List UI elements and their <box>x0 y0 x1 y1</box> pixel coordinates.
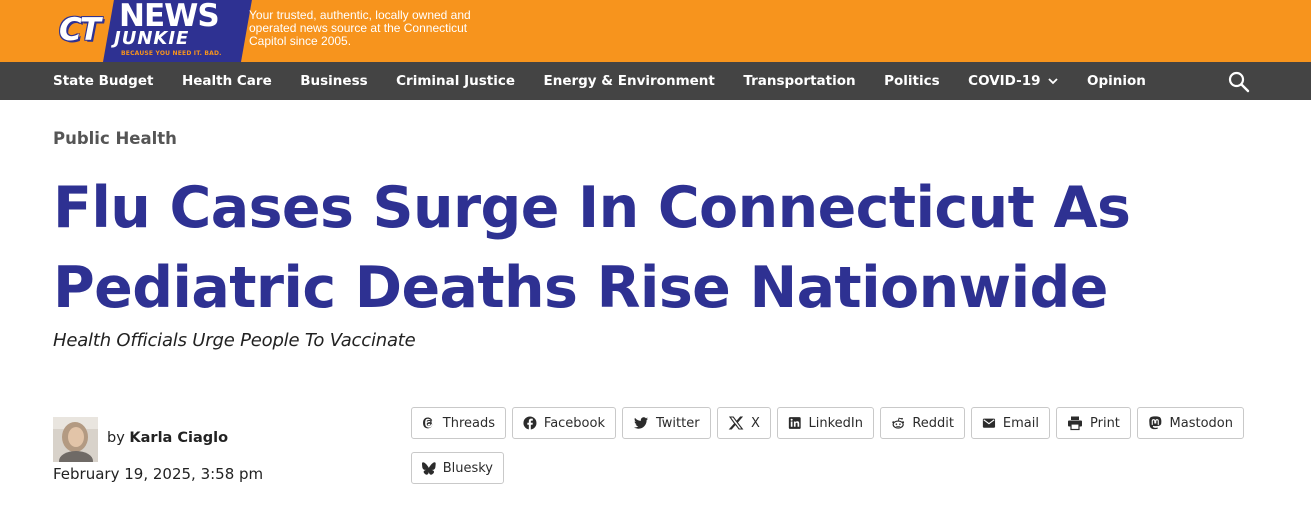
category-link[interactable]: Public Health <box>53 129 177 148</box>
share-x-button[interactable]: X <box>717 407 771 439</box>
twitter-icon <box>634 417 648 429</box>
logo-ct-text: CT <box>59 12 101 48</box>
share-twitter-label: Twitter <box>656 415 700 431</box>
nav-item-politics[interactable]: Politics <box>884 73 940 89</box>
share-mastodon-label: Mastodon <box>1169 415 1233 431</box>
share-x-label: X <box>751 415 760 431</box>
author-avatar[interactable] <box>53 417 98 462</box>
byline: by Karla Ciaglo <box>107 430 228 446</box>
facebook-icon <box>523 416 537 430</box>
x-icon <box>728 416 744 430</box>
bluesky-icon <box>422 462 436 475</box>
share-facebook-label: Facebook <box>543 415 605 431</box>
share-twitter-button[interactable]: Twitter <box>622 407 711 439</box>
nav-item-criminal-justice[interactable]: Criminal Justice <box>396 73 515 89</box>
nav-item-transportation[interactable]: Transportation <box>743 73 856 89</box>
author-link[interactable]: Karla Ciaglo <box>129 430 229 446</box>
email-icon <box>982 418 996 428</box>
share-email-button[interactable]: Email <box>971 407 1050 439</box>
share-linkedin-button[interactable]: LinkedIn <box>777 407 874 439</box>
share-mastodon-button[interactable]: Mastodon <box>1137 407 1244 439</box>
byline-prefix: by <box>107 430 125 446</box>
threads-icon <box>423 417 433 429</box>
print-icon <box>1068 416 1082 431</box>
share-threads-button[interactable]: Threads <box>411 407 506 439</box>
article-subtitle: Health Officials Urge People To Vaccinat… <box>53 330 416 351</box>
share-threads-label: Threads <box>442 415 495 431</box>
site-logo[interactable]: CT NEWS JUNKIE BECAUSE YOU NEED IT. BAD. <box>57 0 252 62</box>
site-description: Your trusted, authentic, locally owned a… <box>249 8 471 48</box>
share-facebook-button[interactable]: Facebook <box>512 407 616 439</box>
share-reddit-label: Reddit <box>912 415 954 431</box>
article-title-line-2: Pediatric Deaths Rise Nationwide <box>53 255 1108 321</box>
logo-junkie-text: JUNKIE <box>114 28 190 49</box>
nav-item-opinion[interactable]: Opinion <box>1087 73 1146 89</box>
share-email-label: Email <box>1002 415 1039 431</box>
publish-date: February 19, 2025, 3:58 pm <box>53 465 264 483</box>
nav-item-covid-19-label: COVID-19 <box>968 73 1041 89</box>
share-print-label: Print <box>1090 415 1120 431</box>
article-title-line-1: Flu Cases Surge In Connecticut As <box>53 175 1131 241</box>
linkedin-icon <box>788 417 801 429</box>
article-title: Flu Cases Surge In Connecticut As Pediat… <box>53 168 1253 328</box>
nav-list: State Budget Health Care Business Crimin… <box>53 62 1174 100</box>
reddit-icon <box>892 417 905 429</box>
share-print-button[interactable]: Print <box>1056 407 1131 439</box>
logo-news-text: NEWS <box>119 0 220 34</box>
share-bluesky-button[interactable]: Bluesky <box>411 452 504 484</box>
nav-item-business[interactable]: Business <box>300 73 368 89</box>
share-reddit-button[interactable]: Reddit <box>880 407 965 439</box>
nav-item-state-budget[interactable]: State Budget <box>53 73 154 89</box>
nav-item-covid-19[interactable]: COVID-19 <box>968 73 1058 89</box>
share-linkedin-label: LinkedIn <box>808 415 863 431</box>
share-bluesky-label: Bluesky <box>442 460 493 476</box>
mastodon-icon <box>1149 416 1162 430</box>
nav-item-energy-environment[interactable]: Energy & Environment <box>543 73 715 89</box>
site-header: CT NEWS JUNKIE BECAUSE YOU NEED IT. BAD.… <box>0 0 1311 62</box>
main-navigation: State Budget Health Care Business Crimin… <box>0 62 1311 100</box>
avatar-photo <box>53 417 98 462</box>
search-icon[interactable] <box>1227 70 1251 94</box>
logo-tagline: BECAUSE YOU NEED IT. BAD. <box>121 50 222 57</box>
chevron-down-icon <box>1047 78 1058 85</box>
nav-item-health-care[interactable]: Health Care <box>181 73 272 89</box>
